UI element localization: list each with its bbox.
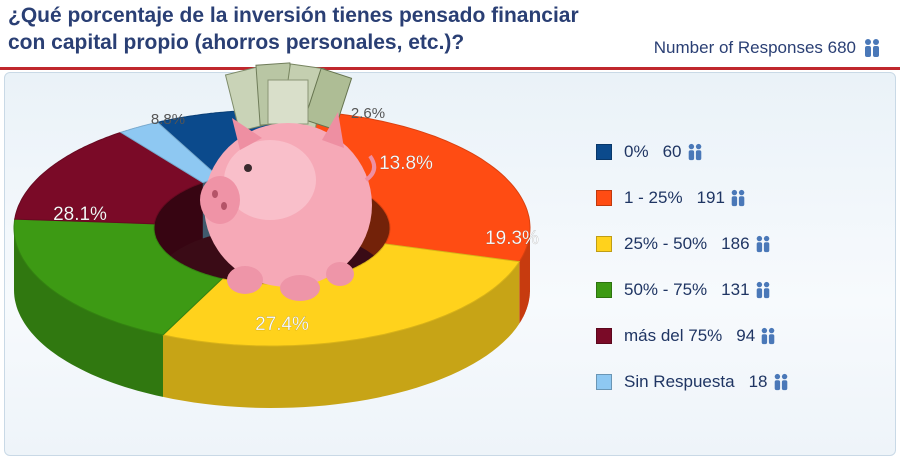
people-icon xyxy=(772,373,790,391)
legend-swatch xyxy=(596,236,612,252)
slice-side-3 xyxy=(14,228,163,397)
legend-count: 94 xyxy=(736,326,756,345)
legend-count: 18 xyxy=(748,372,768,391)
people-icon xyxy=(865,39,879,57)
legend-label: 0% xyxy=(624,142,649,161)
legend-count: 186 xyxy=(721,234,750,253)
slice-percent-label: 19.3% xyxy=(485,228,539,249)
people-icon xyxy=(686,143,704,161)
legend-swatch xyxy=(596,328,612,344)
slice-percent-label: 27.4% xyxy=(255,314,309,335)
slice-percent-label: 2.6% xyxy=(351,105,385,122)
responses-count: Number of Responses 680 xyxy=(654,38,882,58)
title-rule xyxy=(0,67,900,70)
slice-percent-label: 8.8% xyxy=(151,111,185,128)
legend-count: 131 xyxy=(721,280,750,299)
legend-swatch xyxy=(596,282,612,298)
legend-count: 191 xyxy=(696,188,725,207)
legend-item: Sin Respuesta 18 xyxy=(596,370,790,394)
legend-label: 1 - 25% xyxy=(624,188,683,207)
people-icon xyxy=(754,281,772,299)
slice-percent-label: 13.8% xyxy=(379,153,433,174)
slice-side-1 xyxy=(519,228,530,324)
legend-count: 60 xyxy=(662,142,682,161)
legend-item: 25% - 50% 186 xyxy=(596,232,790,256)
legend-item: 50% - 75% 131 xyxy=(596,278,790,302)
legend-swatch xyxy=(596,190,612,206)
legend-label: más del 75% xyxy=(624,326,723,345)
legend-label: Sin Respuesta xyxy=(624,372,735,391)
chart-title: ¿Qué porcentaje de la inversión tienes p… xyxy=(8,4,579,54)
responses-label: Number of Responses 680 xyxy=(653,38,856,57)
slice-percent-label: 28.1% xyxy=(53,204,107,225)
legend-swatch xyxy=(596,374,612,390)
legend-item: más del 75% 94 xyxy=(596,324,790,348)
people-icon xyxy=(759,327,777,345)
people-icon xyxy=(754,235,772,253)
legend-swatch xyxy=(596,144,612,160)
legend-item: 1 - 25% 191 xyxy=(596,186,790,210)
chart-legend: 0% 60 1 - 25% 191 25% - 50% 186 50% - 75% 131 má… xyxy=(596,140,790,416)
slice-side-2 xyxy=(163,261,520,408)
legend-item: 0% 60 xyxy=(596,140,790,164)
piggy-bank-image xyxy=(200,62,377,301)
legend-label: 25% - 50% xyxy=(624,234,708,253)
people-icon xyxy=(729,189,747,207)
legend-label: 50% - 75% xyxy=(624,280,708,299)
